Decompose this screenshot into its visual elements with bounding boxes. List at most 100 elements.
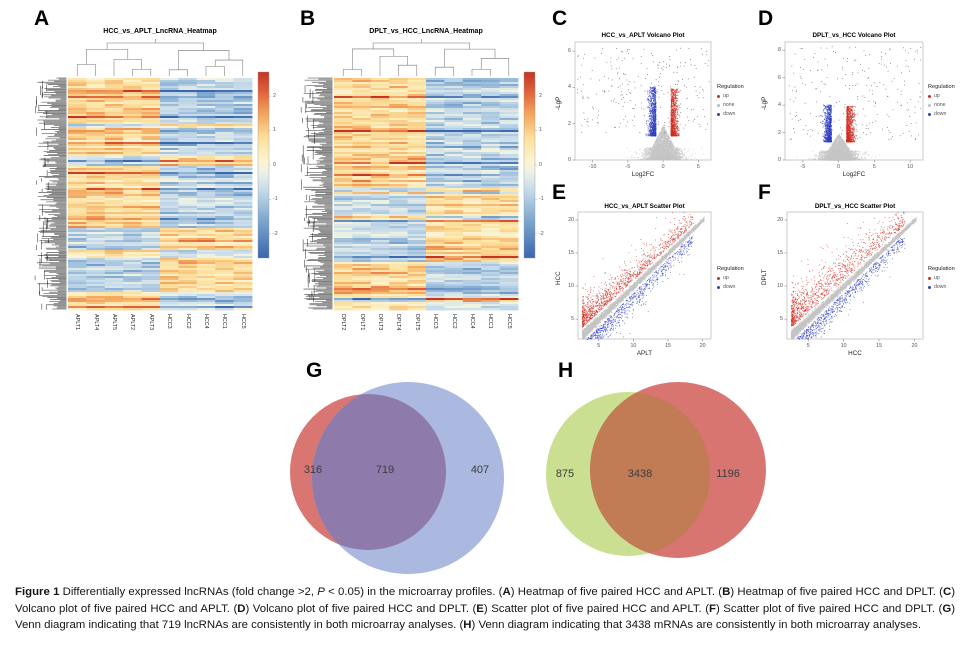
legend-item: up [928, 275, 955, 281]
x-axis-label: Log2FC [842, 171, 866, 178]
caption-segment: ) Scatter plot of five paired HCC and AP… [483, 602, 709, 615]
x-tick-label: 10 [907, 164, 914, 170]
y-tick-label: 6 [568, 48, 571, 55]
colorbar-tick-label: 0 [273, 161, 276, 168]
caption-segment: < 0.05) in the microarray profiles. ( [324, 586, 503, 598]
heatmap-col-label: HCC1 [487, 314, 494, 329]
legend-swatch-icon [717, 112, 720, 116]
caption-segment: Differentially expressed lncRNAs (fold c… [62, 586, 318, 598]
y-axis-label: HCC [555, 270, 562, 285]
panel-d-volcano: D DPLT_vs_HCC Volcano Plot -5051002468Lo… [756, 8, 969, 180]
legend-item: down [717, 284, 744, 290]
legend-item: none [717, 102, 744, 108]
caption-segment: ) Volcano plot of five paired HCC and AP… [15, 586, 955, 615]
y-tick-label: 10 [568, 283, 574, 290]
legend-item-label: down [723, 284, 736, 290]
colorbar-tick-label: 2 [273, 92, 276, 99]
legend-item-label: none [934, 102, 946, 108]
heatmap-col-label: HCC3 [432, 314, 439, 329]
legend-item: down [928, 111, 955, 117]
legend-item: up [928, 93, 955, 99]
panel-letter-g: G [306, 359, 323, 382]
legend-item: none [928, 102, 955, 108]
legend-swatch-icon [717, 94, 720, 98]
d-plot-canvas [756, 8, 969, 180]
heatmap-col-label: DPLT4 [395, 314, 402, 331]
colorbar-tick-label: 2 [539, 92, 542, 99]
caption-segment: ) Volcano plot of five paired HCC and DP… [245, 602, 477, 615]
y-tick-label: 20 [568, 216, 574, 223]
heatmap-col-label: HCC4 [203, 314, 209, 329]
panel-a-heatmap: A HCC_vs_APLT_LncRNA_Heatmap 210-1-2APLT… [30, 8, 292, 360]
legend-item-label: down [934, 111, 947, 117]
legend-title: Regulation [928, 266, 955, 272]
heatmap-col-label: HCC5 [505, 314, 512, 329]
legend-item-label: down [723, 111, 736, 117]
panel-b-heatmap: B DPLT_vs_HCC_LncRNA_Heatmap 210-1-2DPLT… [296, 8, 558, 360]
caption-segment: D [237, 602, 246, 615]
heatmap-col-label: HCC1 [221, 314, 228, 329]
heatmap-col-label: HCC2 [184, 314, 191, 329]
caption-segment: G [942, 602, 952, 615]
heatmap-col-label: HCC3 [166, 314, 173, 329]
heatmap-col-label: DPLT2 [340, 314, 347, 331]
caption-segment: ) Venn diagram indicating that 3438 mRNA… [471, 619, 922, 632]
x-tick-label: 5 [597, 343, 601, 349]
legend-title: Regulation [717, 84, 744, 90]
y-tick-label: 8 [778, 47, 781, 54]
y-tick-label: 6 [778, 74, 781, 81]
legend-item: down [928, 284, 955, 290]
x-tick-label: 15 [665, 343, 671, 349]
y-axis-label: DPLT [761, 268, 768, 285]
x-tick-label: 0 [837, 164, 841, 170]
x-tick-label: -10 [588, 164, 597, 170]
panel-e-scatter: E HCC_vs_APLT Scatter Plot 5101520510152… [550, 182, 766, 358]
y-axis-label: -LgP [761, 96, 768, 110]
heatmap-col-label: APLT2 [129, 314, 136, 331]
legend-item-label: none [723, 102, 735, 108]
caption-segment: ) Heatmap of five paired HCC and DPLT. ( [730, 586, 943, 598]
venn-g-right-count: 407 [470, 464, 490, 476]
venn-g-overlap-count: 719 [375, 464, 395, 476]
caption-segment: H [463, 619, 472, 632]
panel-f-scatter: F DPLT_vs_HCC Scatter Plot 5101520510152… [756, 182, 969, 358]
heatmap-col-label: DPLT3 [377, 314, 383, 331]
caption-segment: P [317, 586, 325, 598]
colorbar-tick-label: 1 [539, 127, 542, 134]
venn-g-overlap [312, 394, 446, 550]
venn-h-overlap-count: 3438 [627, 468, 653, 480]
x-axis-label: Log2FC [631, 171, 655, 178]
c-plot-canvas [550, 8, 766, 180]
venn-h-diagram [546, 382, 766, 558]
heatmap-b-canvas [296, 8, 558, 360]
caption-segment: E [476, 602, 484, 615]
venn-g-left-count: 316 [303, 464, 323, 476]
panel-letter-h: H [558, 359, 574, 382]
caption-segment: Figure 1 [15, 586, 63, 598]
legend-item-label: up [723, 275, 729, 281]
x-tick-label: -5 [800, 164, 806, 170]
f-plot-canvas [756, 182, 969, 358]
legend-swatch-icon [928, 285, 931, 289]
legend-title: Regulation [928, 84, 955, 90]
legend-item-label: down [934, 284, 947, 290]
plot-legend: Regulation up down [928, 266, 955, 290]
legend-item: up [717, 93, 744, 99]
colorbar-tick-label: 0 [539, 161, 542, 168]
heatmap-col-label: APLT4 [92, 314, 99, 331]
caption-segment: ) Scatter plot of five paired HCC and DP… [715, 602, 943, 615]
x-tick-label: 10 [630, 343, 637, 349]
x-tick-label: -5 [625, 164, 631, 170]
venn-g-diagram [290, 382, 504, 574]
x-tick-label: 15 [876, 343, 883, 349]
panel-c-volcano: C HCC_vs_APLT Volcano Plot -10-5050246Lo… [550, 8, 766, 180]
legend-item: up [717, 275, 744, 281]
x-tick-label: 5 [872, 164, 876, 170]
legend-item-label: up [934, 93, 940, 99]
panel-h-venn: H 875 3438 1196 [540, 356, 780, 578]
legend-swatch-icon [717, 103, 720, 107]
legend-item: down [717, 111, 744, 117]
caption-segment: A [502, 586, 511, 598]
venn-h-right-count: 1196 [716, 468, 740, 480]
legend-item-label: up [723, 93, 729, 99]
